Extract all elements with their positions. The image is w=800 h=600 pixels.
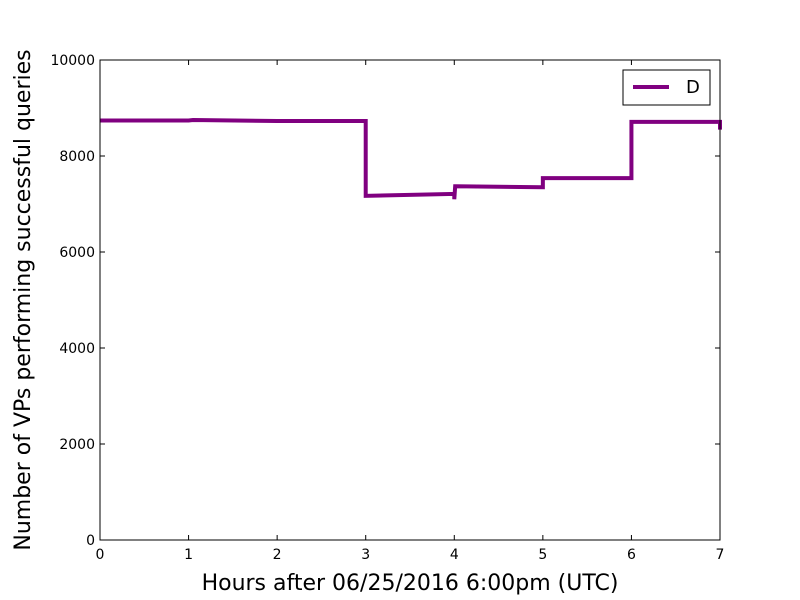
y-tick-label: 4000 — [59, 341, 95, 357]
y-tick-label: 6000 — [59, 245, 95, 261]
legend: D — [622, 69, 711, 106]
x-tick-label: 2 — [273, 547, 282, 563]
x-tick-label: 1 — [184, 547, 193, 563]
y-tick-label: 0 — [86, 533, 95, 549]
y-tick-label: 8000 — [59, 149, 95, 165]
x-tick-label: 3 — [361, 547, 370, 563]
x-tick-label: 5 — [538, 547, 547, 563]
x-tick-label: 4 — [450, 547, 459, 563]
x-tick-label: 0 — [96, 547, 105, 563]
x-axis-label: Hours after 06/25/2016 6:00pm (UTC) — [202, 571, 619, 596]
legend-label-d: D — [686, 77, 700, 98]
x-tick-label: 7 — [716, 547, 725, 563]
x-tick-label: 6 — [627, 547, 636, 563]
y-tick-label: 10000 — [50, 53, 95, 69]
y-tick-label: 2000 — [59, 437, 95, 453]
plot-frame — [99, 59, 721, 541]
series-line-d — [100, 117, 722, 200]
y-axis-label: Number of VPs performing successful quer… — [11, 49, 36, 550]
